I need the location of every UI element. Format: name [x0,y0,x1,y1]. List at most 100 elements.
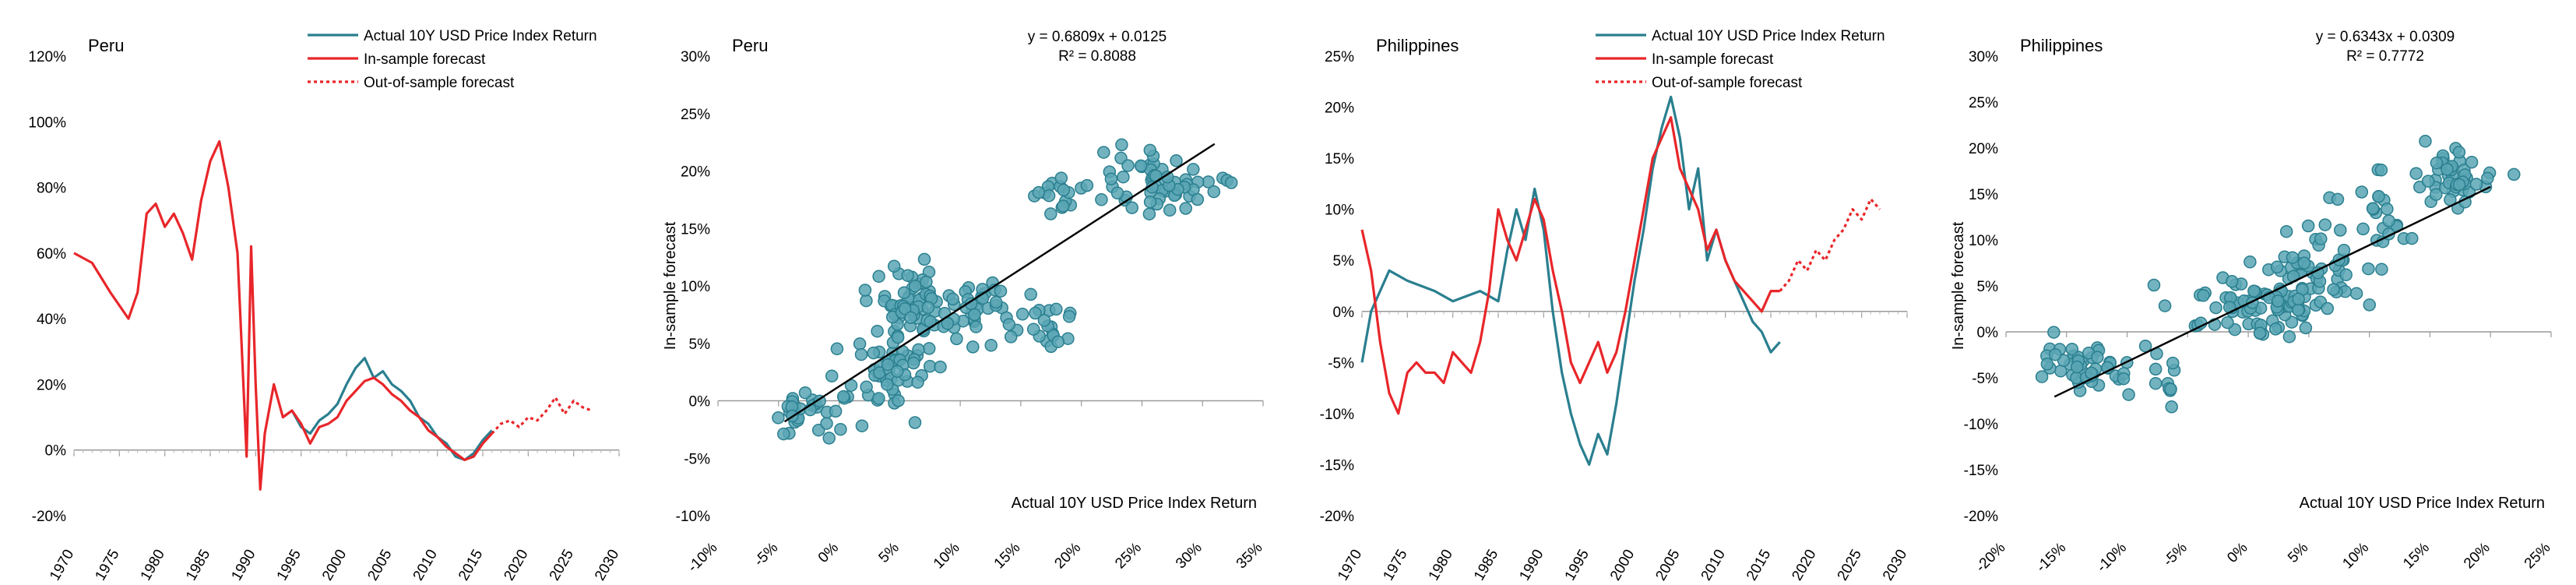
chart-2-y-tick-label: 0% [1333,305,1355,321]
chart-1-scatter-point [887,259,901,273]
chart-0-legend-label: In-sample forecast [364,51,486,68]
chart-0-y-tick-label: 80% [37,181,66,197]
chart-1-scatter-point [860,294,873,308]
chart-1-scatter-point [1170,154,1183,167]
chart-3-x-tick-label: 20% [2461,540,2493,573]
chart-1-scatter-point [1029,306,1042,320]
chart-3-scatter-point [2166,356,2180,370]
chart-3-y-tick-label: -5% [1972,371,1998,387]
chart-2-legend-label: Out-of-sample forecast [1652,75,1803,91]
chart-3-trend-equation: y = 0.6343x + 0.0309 [2316,29,2455,45]
peru-timeseries-chart: -20% 0% 20% 40% 60% 80% 100% 120% 1970 1975 1980 19… [28,28,622,583]
chart-1-title: Peru [732,36,768,55]
chart-1-x-tick-label: 25% [1112,540,1145,573]
chart-3-scatter-point [2481,171,2494,185]
chart-1-x-tick-label: 30% [1173,540,1205,573]
chart-3-scatter-point [2279,224,2293,238]
chart-1-scatter-point [860,380,873,394]
chart-3-scatter-point [2334,224,2347,237]
panel-philippines-scatter: -20% -15% -10% -5% 0% 5% 10% 15% 20% 25% 30% -20% -1… [1932,0,2576,581]
chart-1-scatter-point [1057,199,1070,213]
peru-scatter-chart: -10% -5% 0% 5% 10% 15% 20% 25% 30% -10% -5% 0% 5% 10%… [662,29,1266,576]
chart-3-scatter-point [2374,164,2388,177]
chart-2-x-tick-label: 1990 [1516,547,1547,581]
chart-0-x-tick-label: 2030 [592,547,622,581]
chart-1-scatter-point [855,419,869,432]
chart-3-scatter-point [2049,347,2062,361]
chart-3-scatter-point [2375,263,2388,276]
chart-1-scatter-point [922,342,936,355]
chart-2-x-tick-label: 2000 [1607,547,1638,581]
chart-1-y-tick-label: 10% [681,279,710,295]
chart-1-scatter-point [1004,330,1018,344]
chart-1-scatter-point [901,269,914,282]
chart-1-scatter-point [946,292,959,306]
chart-3-scatter-point [2047,326,2060,339]
chart-0-x-tick-label: 2015 [456,547,486,581]
chart-2-y-tick-label: 10% [1325,203,1354,219]
chart-1-trend-equation: y = 0.6809x + 0.0125 [1028,29,1167,45]
chart-3-y-tick-label: 20% [1969,141,1998,157]
chart-3-y-tick-label: 5% [1977,279,1999,295]
chart-2-x-tick-label: 2005 [1652,547,1683,581]
chart-1-scatter-point [941,317,955,330]
chart-3-x-tick-label: 25% [2521,540,2554,573]
chart-3-scatter-point [2253,326,2267,340]
chart-1-scatter-point [825,369,839,382]
chart-1-scatter-point [1187,163,1200,176]
chart-1-trendline [783,143,1216,423]
chart-1-scatter-point [1050,302,1063,316]
chart-1-scatter-point [1002,318,1016,331]
chart-1-scatter-point [906,356,920,370]
chart-1-scatter-point [911,375,924,389]
chart-3-y-tick-label: -20% [1964,509,1998,525]
chart-0-y-tick-label: 120% [28,49,66,65]
chart-3-y-tick-label: -10% [1964,417,1998,433]
philippines-scatter-chart: -20% -15% -10% -5% 0% 5% 10% 15% 20% 25% 30% -20% -1… [1950,29,2554,576]
chart-2-x-tick-label: 1975 [1380,547,1410,581]
chart-1-scatter-point [829,404,843,418]
chart-1-y-tick-label: 30% [681,49,710,65]
chart-1-x-tick-label: 15% [991,540,1024,573]
chart-1-y-tick-label: 25% [681,107,710,123]
chart-1-y-tick-label: -10% [676,509,710,525]
chart-3-y-tick-label: 10% [1969,233,1998,249]
chart-1-scatter-point [908,416,922,429]
chart-1-scatter-point [920,275,933,289]
chart-3-scatter-point [2366,202,2380,215]
chart-0-series-line-2 [491,396,593,435]
chart-1-scatter-point [1032,185,1046,199]
chart-3-scatter-point [2165,400,2178,414]
chart-3-y-tick-label: -15% [1964,463,1998,479]
chart-3-scatter-point [2117,372,2131,386]
chart-1-x-tick-label: -10% [684,540,720,576]
chart-3-scatter-point [2292,303,2305,317]
chart-0-x-tick-label: 1985 [183,547,213,581]
chart-2-y-tick-label: -15% [1320,457,1354,474]
chart-1-scatter-point [1207,185,1221,199]
chart-2-x-tick-label: 1985 [1471,547,1501,581]
chart-1-scatter-point [822,432,836,445]
chart-1-x-tick-label: 20% [1051,540,1084,573]
chart-3-scatter-point [2197,289,2210,302]
chart-2-legend-label: Actual 10Y USD Price Index Return [1652,28,1885,44]
philippines-timeseries-chart: -20% -15% -10% -5% 0% 5% 10% 15% 20% 25% 1970 1975 1… [1320,28,1911,583]
chart-1-scatter-point [898,301,912,315]
chart-3-scatter-point [2356,222,2370,236]
chart-3-scatter-point [2421,174,2435,188]
chart-3-scatter-point [2243,255,2257,269]
chart-1-scatter-point [1044,207,1057,220]
chart-1-scatter-point [1224,176,1238,189]
chart-1-scatter-point [1057,183,1071,197]
chart-1-scatter-point [909,280,922,293]
chart-0-y-tick-label: 20% [37,377,66,393]
chart-3-scatter-point [2355,185,2369,199]
chart-1-scatter-point [1097,146,1110,159]
chart-3-scatter-point [2071,360,2084,374]
chart-1-y-tick-label: 0% [689,394,711,411]
chart-3-x-tick-label: -15% [2033,540,2069,576]
chart-3-scatter-point [2441,163,2454,176]
chart-0-y-tick-label: 0% [45,443,67,460]
chart-1-scatter-point [1143,143,1157,157]
chart-3-scatter-point [2148,362,2163,376]
